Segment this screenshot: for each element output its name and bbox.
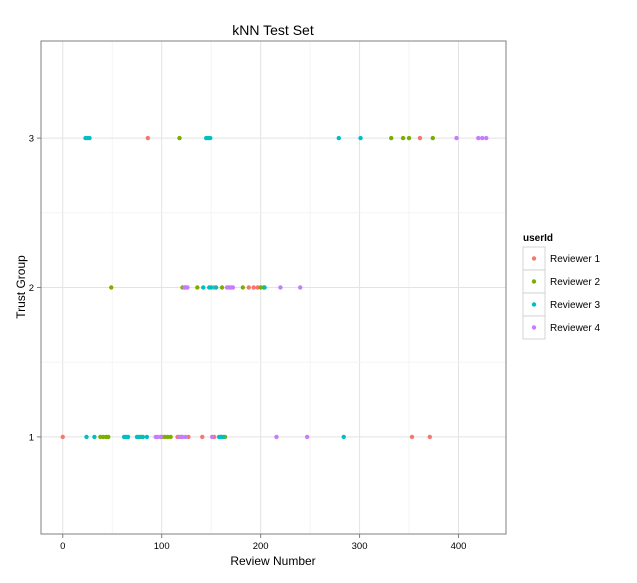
data-point xyxy=(209,434,215,440)
data-point xyxy=(106,434,111,440)
data-point xyxy=(480,135,485,141)
x-tick-label: 0 xyxy=(60,541,65,552)
y-tick-label: 2 xyxy=(29,283,34,294)
data-point xyxy=(140,434,146,440)
legend-key-marker xyxy=(531,256,537,261)
data-point xyxy=(251,285,256,290)
data-point xyxy=(177,135,182,141)
legend-title: userId xyxy=(523,233,553,244)
grid-lines xyxy=(41,41,506,534)
data-point xyxy=(427,434,433,440)
data-point xyxy=(185,285,190,290)
data-point xyxy=(195,285,200,290)
legend-label: Reviewer 3 xyxy=(550,300,600,311)
y-tick-label: 1 xyxy=(29,432,34,443)
data-point xyxy=(125,434,131,440)
data-point xyxy=(219,285,225,290)
x-tick-label: 300 xyxy=(352,541,368,552)
legend-key-marker xyxy=(531,279,537,284)
data-point xyxy=(92,434,97,440)
x-axis-label: Review Number xyxy=(230,554,315,568)
data-point xyxy=(60,434,65,440)
data-point xyxy=(84,434,89,440)
data-point xyxy=(476,135,481,141)
data-point xyxy=(213,285,219,290)
legend-key-marker xyxy=(531,302,537,307)
data-point xyxy=(417,135,423,141)
data-point xyxy=(230,285,236,290)
data-point xyxy=(400,135,406,141)
data-point xyxy=(304,434,310,440)
data-point xyxy=(430,135,435,141)
data-point xyxy=(262,285,267,290)
data-point xyxy=(484,135,489,141)
data-point xyxy=(87,135,92,141)
data-point xyxy=(145,135,151,141)
legend-label: Reviewer 2 xyxy=(550,277,600,288)
data-point xyxy=(109,285,114,290)
data-point xyxy=(298,285,303,290)
data-point xyxy=(207,135,213,141)
data-point xyxy=(240,285,246,290)
data-point xyxy=(454,135,459,141)
data-point xyxy=(220,434,226,440)
y-axis-label: Trust Group xyxy=(14,255,28,319)
data-point xyxy=(168,434,173,440)
data-points xyxy=(60,135,489,440)
chart-title: kNN Test Set xyxy=(232,22,314,38)
data-point xyxy=(183,434,188,440)
data-point xyxy=(409,434,415,440)
data-point xyxy=(274,434,279,440)
data-point xyxy=(208,285,214,290)
x-tick-label: 200 xyxy=(253,541,269,552)
data-point xyxy=(144,434,150,440)
data-point xyxy=(158,434,163,440)
legend-label: Reviewer 1 xyxy=(550,254,600,265)
data-point xyxy=(200,434,205,440)
data-point xyxy=(389,135,394,141)
data-point xyxy=(201,285,206,290)
data-point xyxy=(246,285,251,290)
data-point xyxy=(406,135,412,141)
legend-key-marker xyxy=(531,325,537,330)
data-point xyxy=(278,285,283,290)
x-tick-label: 400 xyxy=(451,541,467,552)
plot-panel-border xyxy=(40,40,507,535)
axis-ticks: 0 100 200 300 400 1 2 3 xyxy=(29,134,467,552)
legend: userId Reviewer 1 Reviewer 2 Reviewer 3 Rev… xyxy=(522,233,600,340)
data-point xyxy=(136,434,142,440)
y-tick-label: 3 xyxy=(29,134,34,145)
data-point xyxy=(341,434,346,440)
data-point xyxy=(336,135,341,141)
data-point xyxy=(358,135,363,141)
legend-label: Reviewer 4 xyxy=(550,323,600,334)
x-tick-label: 100 xyxy=(154,541,170,552)
